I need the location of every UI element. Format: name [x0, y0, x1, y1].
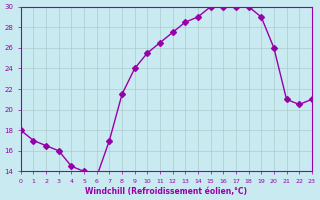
- X-axis label: Windchill (Refroidissement éolien,°C): Windchill (Refroidissement éolien,°C): [85, 187, 247, 196]
